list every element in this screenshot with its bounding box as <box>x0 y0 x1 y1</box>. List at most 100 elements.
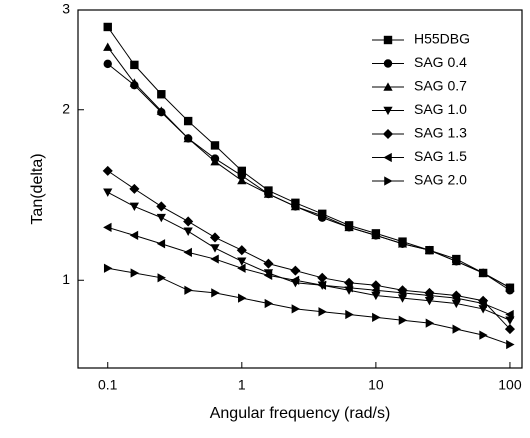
plot-frame <box>77 9 523 369</box>
data-point <box>129 78 139 87</box>
data-point <box>317 272 328 283</box>
legend-marker <box>383 152 392 163</box>
data-point <box>317 280 327 290</box>
series-line <box>107 26 511 289</box>
y-tick-label: 2 <box>62 100 70 116</box>
legend-marker <box>382 128 394 140</box>
legend-label: SAG 1.5 <box>414 148 467 164</box>
data-point <box>479 330 488 340</box>
data-point <box>451 293 461 303</box>
x-tick-label: 10 <box>368 377 384 393</box>
data-point <box>156 213 166 223</box>
y-tick-label: 3 <box>62 1 70 17</box>
data-point <box>210 254 219 264</box>
data-point <box>210 244 220 253</box>
data-point <box>237 263 246 273</box>
data-point <box>157 273 166 283</box>
legend-marker <box>384 176 393 186</box>
data-point <box>398 315 408 325</box>
series-line <box>107 191 511 321</box>
data-point <box>478 295 489 306</box>
data-point <box>210 141 220 150</box>
data-point <box>238 293 247 303</box>
data-point <box>424 245 435 254</box>
data-point <box>371 285 380 295</box>
data-point <box>371 230 381 240</box>
data-point <box>102 165 113 176</box>
x-tick-label: 100 <box>498 377 522 393</box>
legend-label: SAG 0.7 <box>414 78 467 94</box>
data-point <box>236 245 247 256</box>
x-tick-label: 1 <box>238 377 246 393</box>
data-point <box>103 188 113 197</box>
data-point <box>157 90 166 99</box>
series-line <box>107 170 511 330</box>
y-axis-label: Tan(delta) <box>29 153 46 224</box>
data-point <box>184 285 193 295</box>
x-tick-label: 0.1 <box>98 377 118 393</box>
data-point <box>478 298 487 309</box>
data-point <box>103 222 112 232</box>
legend-marker <box>383 82 393 91</box>
data-point <box>478 268 488 277</box>
data-point <box>183 227 193 236</box>
data-point <box>103 22 112 32</box>
data-point <box>183 133 193 143</box>
data-point <box>452 324 461 334</box>
data-point <box>129 202 139 212</box>
legend-label: SAG 1.0 <box>414 101 467 117</box>
data-point <box>237 166 247 176</box>
data-point <box>290 201 301 211</box>
data-point <box>344 283 353 293</box>
data-point <box>370 280 381 291</box>
data-point <box>209 232 221 243</box>
data-point <box>506 339 515 350</box>
data-point <box>318 307 327 317</box>
data-point <box>237 175 247 185</box>
legend-marker <box>383 106 393 116</box>
data-point <box>505 283 515 292</box>
data-point <box>263 189 274 198</box>
data-point <box>103 263 113 273</box>
data-point <box>103 59 112 69</box>
data-point <box>129 183 140 194</box>
data-point <box>156 106 166 115</box>
legend-marker <box>383 59 393 68</box>
series-line <box>107 226 511 315</box>
data-point <box>237 257 247 266</box>
data-point <box>237 171 247 180</box>
data-point <box>130 268 139 278</box>
legend-label: SAG 1.3 <box>414 125 467 141</box>
data-point <box>425 318 435 328</box>
data-point <box>130 60 139 70</box>
data-point <box>290 265 301 276</box>
data-point <box>345 309 354 320</box>
data-point <box>129 230 139 241</box>
data-point <box>183 247 192 257</box>
series-line <box>107 267 511 346</box>
data-point <box>317 211 327 220</box>
data-point <box>211 288 220 298</box>
data-point <box>263 258 274 269</box>
data-point <box>156 201 167 212</box>
legend-label: H55DBG <box>414 31 470 47</box>
legend-label: SAG 0.4 <box>414 54 467 70</box>
data-point <box>424 290 434 301</box>
data-point <box>103 42 113 51</box>
data-point <box>504 324 515 335</box>
x-axis-label: Angular frequency (rad/s) <box>210 405 391 422</box>
series-line <box>107 46 511 289</box>
legend-label: SAG 2.0 <box>414 172 467 188</box>
data-point <box>264 298 274 309</box>
legend-marker <box>383 35 393 45</box>
data-point <box>291 304 301 314</box>
data-point <box>397 239 408 248</box>
y-tick-label: 1 <box>62 271 70 287</box>
data-point <box>397 288 407 298</box>
data-point <box>451 256 461 266</box>
data-point <box>372 312 381 322</box>
data-point <box>290 275 300 285</box>
data-point <box>210 156 220 166</box>
data-point <box>156 239 166 249</box>
